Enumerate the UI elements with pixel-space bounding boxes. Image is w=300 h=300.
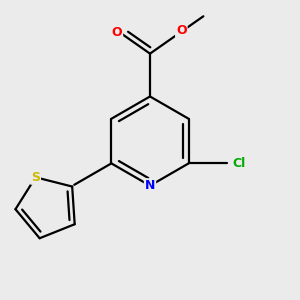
Text: S: S (31, 171, 40, 184)
Text: Cl: Cl (233, 157, 246, 170)
Text: O: O (112, 26, 122, 39)
Text: N: N (145, 179, 155, 192)
Text: O: O (176, 24, 187, 37)
